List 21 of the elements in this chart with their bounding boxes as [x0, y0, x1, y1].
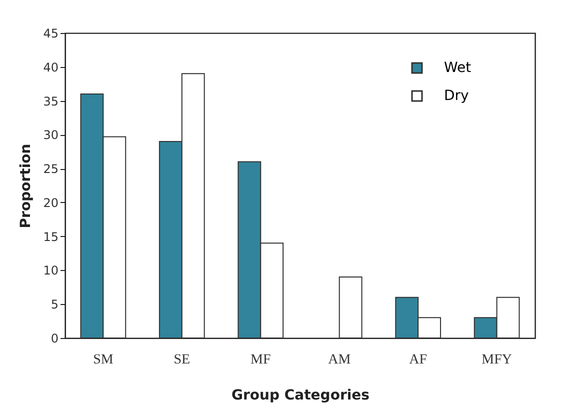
x-tick-label: SM	[93, 352, 114, 368]
legend-label: Dry	[444, 88, 469, 104]
x-tick-label: AM	[328, 352, 352, 368]
x-tick-label: MF	[250, 352, 271, 368]
x-tick-label: MFY	[482, 352, 512, 368]
y-tick-label: 30	[43, 128, 58, 142]
y-tick-label: 15	[43, 230, 58, 244]
x-axis-title: Group Categories	[232, 388, 370, 404]
y-tick-label: 35	[43, 94, 58, 108]
x-tick-label: SE	[174, 352, 190, 368]
x-tick-label: AF	[409, 352, 428, 368]
legend-label: Wet	[444, 60, 472, 76]
y-tick-label: 5	[50, 298, 58, 312]
y-tick-label: 0	[50, 332, 58, 346]
bar	[338, 276, 362, 338]
y-tick-label: 10	[43, 264, 58, 278]
y-axis-title: Proportion	[18, 144, 34, 228]
y-tick-label: 40	[43, 60, 58, 74]
y-tick-label: 45	[43, 26, 58, 40]
y-tick-label: 20	[43, 196, 58, 210]
y-tick-label: 25	[43, 162, 58, 176]
